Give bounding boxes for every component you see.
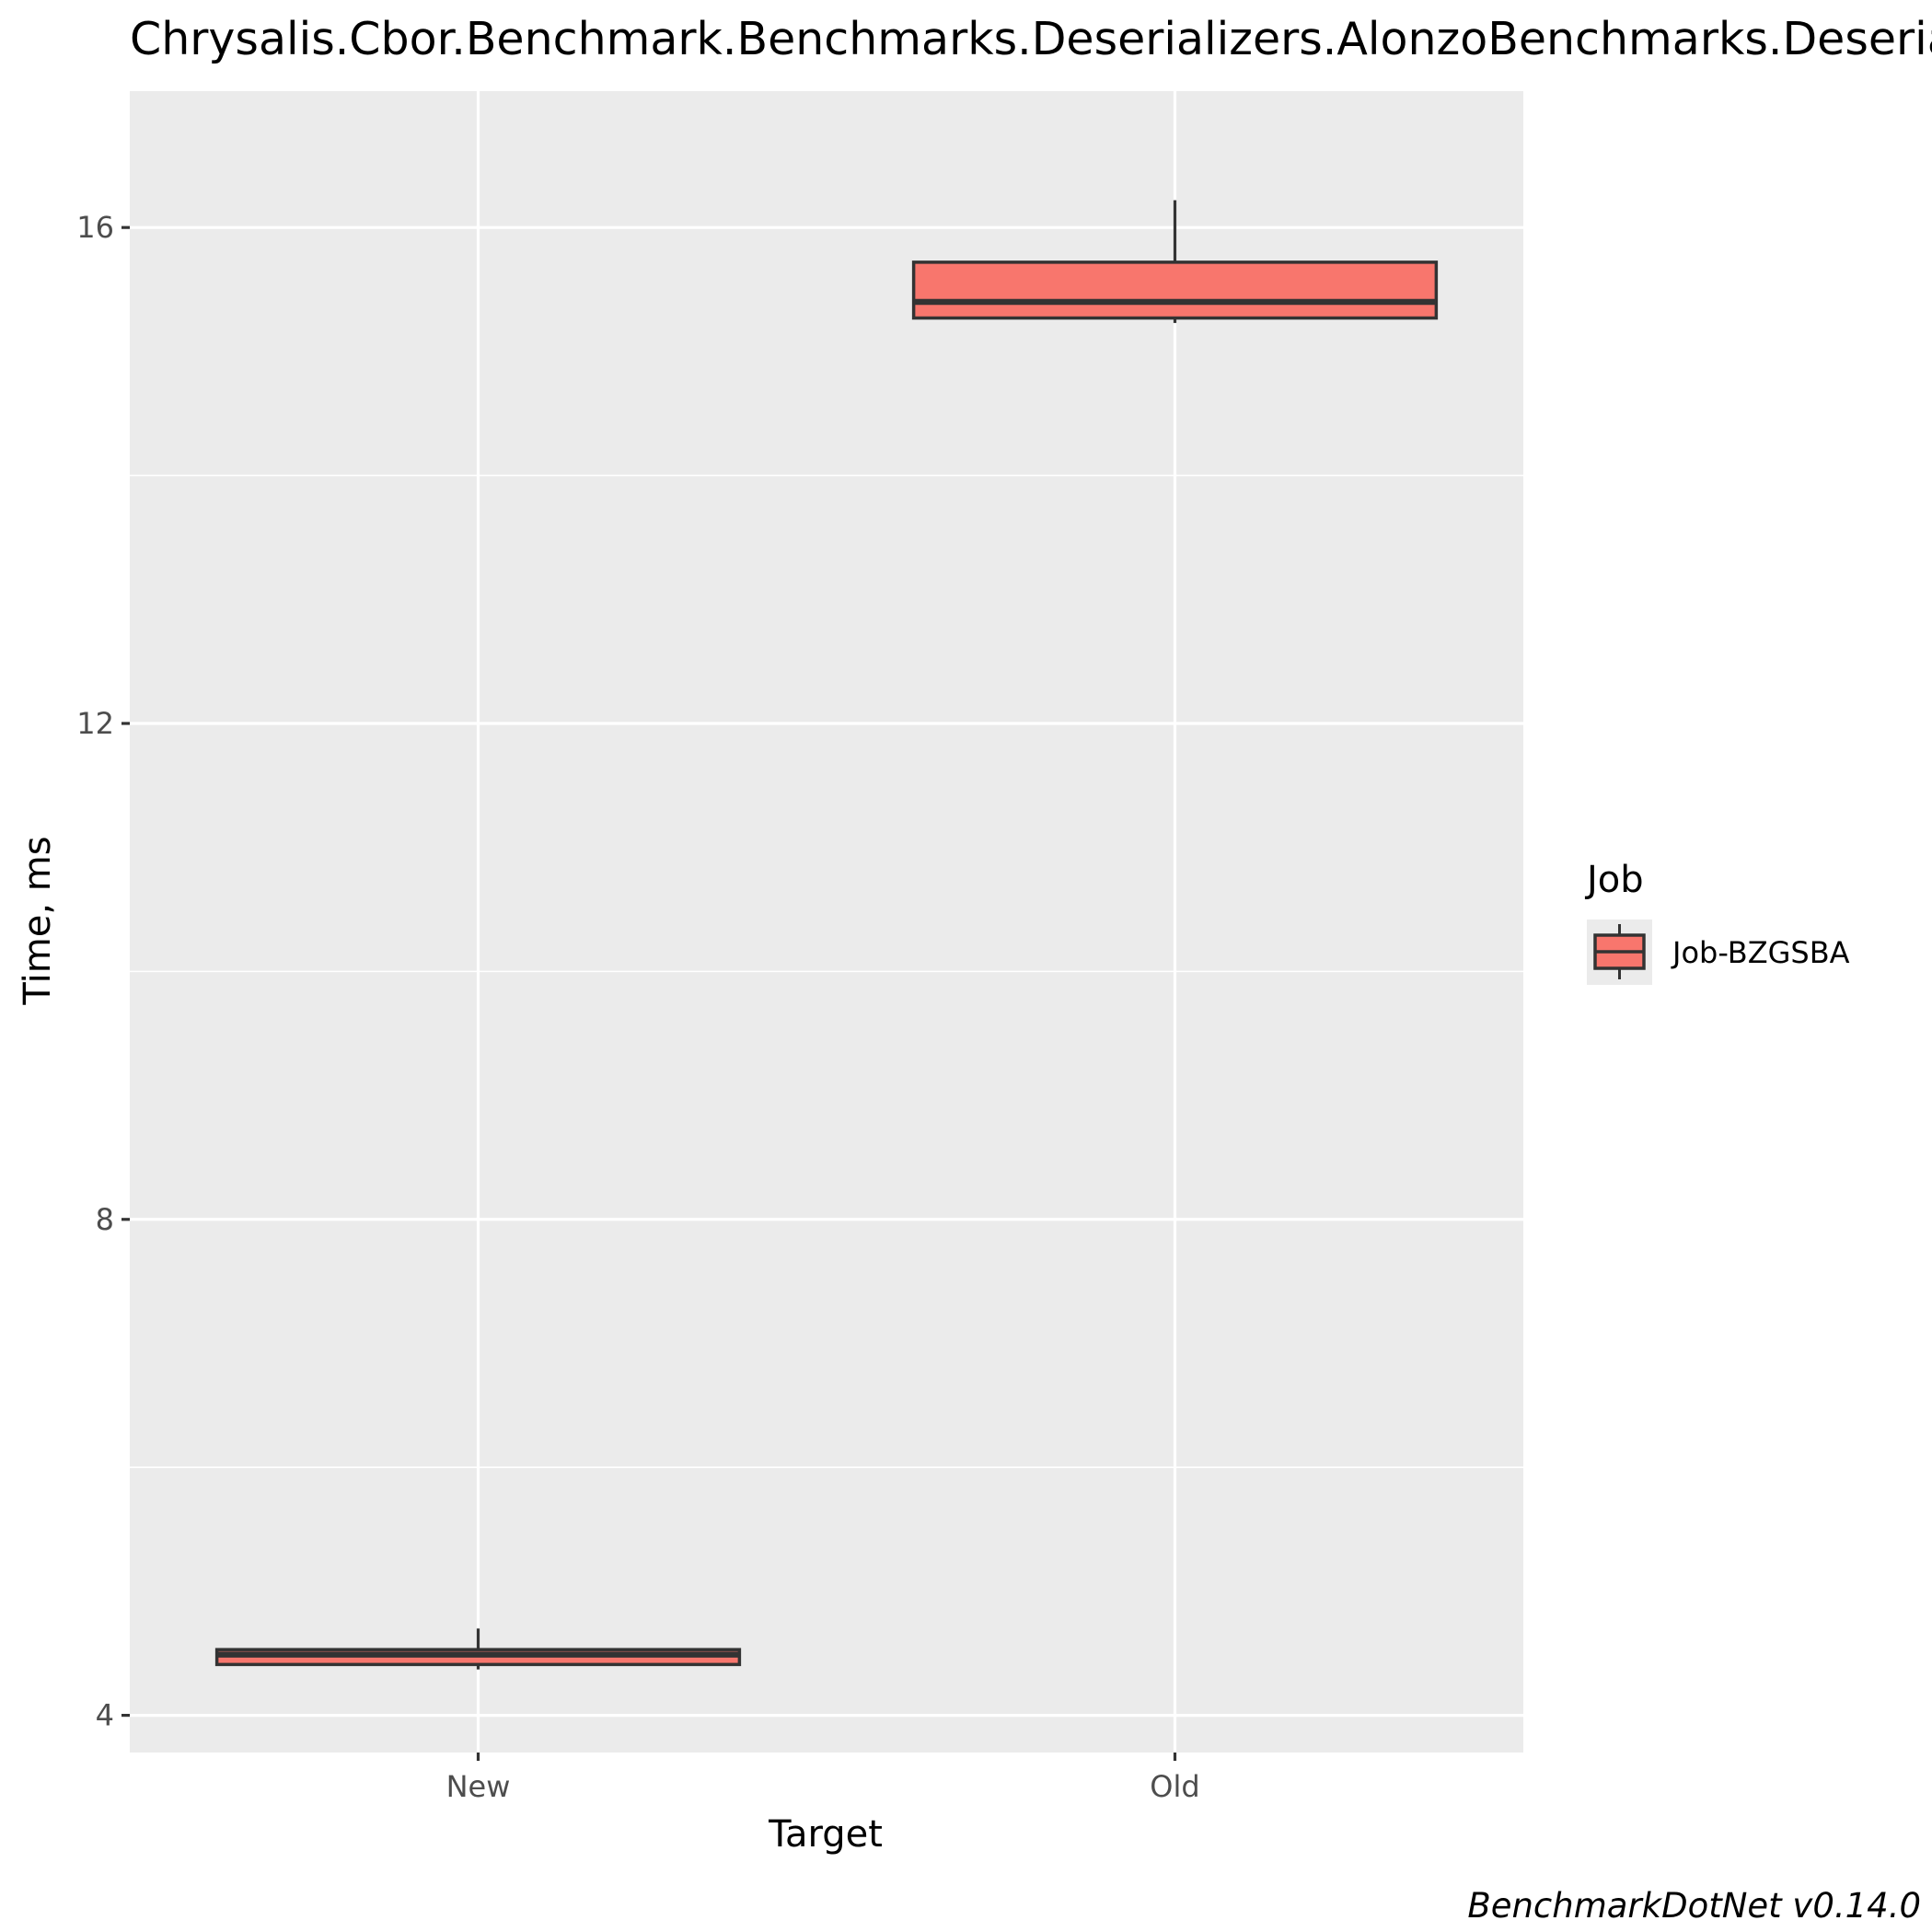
x-tick-label: New bbox=[446, 1769, 511, 1804]
grid-lines bbox=[130, 91, 1523, 1753]
plot-panel bbox=[130, 91, 1523, 1753]
chart-title: Chrysalis.Cbor.Benchmark.Benchmarks.Dese… bbox=[130, 13, 1932, 65]
box-series bbox=[214, 200, 1439, 1670]
box-new bbox=[214, 1628, 742, 1670]
y-tick-label: 4 bbox=[96, 1698, 114, 1733]
caption: BenchmarkDotNet v0.14.0 bbox=[1467, 1886, 1921, 1926]
y-axis-title: Time, ms bbox=[17, 836, 59, 1005]
legend-title: Job bbox=[1584, 859, 1644, 901]
box-iqr bbox=[911, 260, 1439, 320]
y-tick-label: 12 bbox=[76, 706, 114, 741]
box-old bbox=[911, 200, 1439, 323]
legend-entry-job-bzgsba: Job-BZGSBA bbox=[1671, 935, 1850, 970]
y-tick-label: 16 bbox=[76, 210, 114, 245]
y-tick-label: 8 bbox=[96, 1202, 114, 1237]
x-tick-label: Old bbox=[1150, 1769, 1199, 1804]
x-axis-title: Target bbox=[768, 1813, 883, 1856]
legend: Job Job-BZGSBA bbox=[1584, 859, 1850, 985]
axes: 4 8 12 16 New Old bbox=[76, 210, 1199, 1804]
